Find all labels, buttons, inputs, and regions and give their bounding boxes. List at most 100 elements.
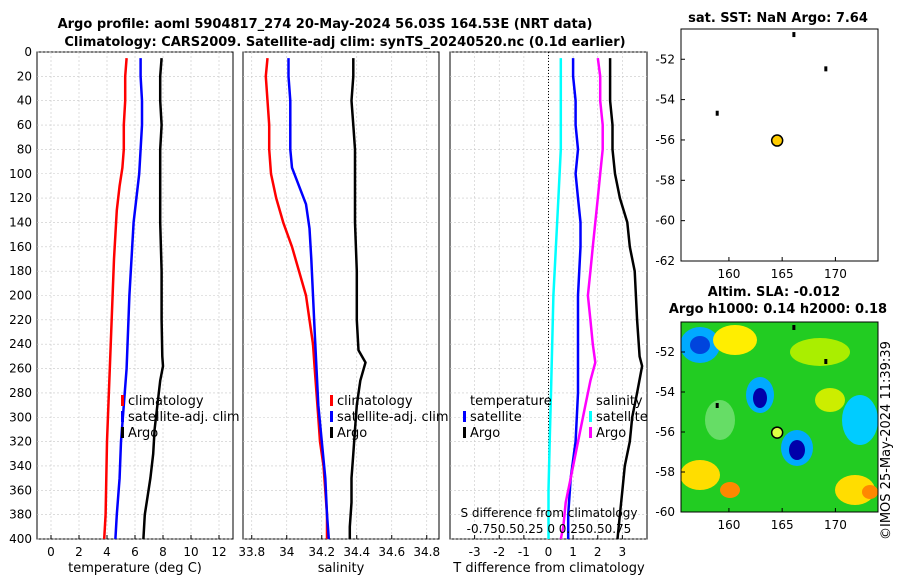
- map-y-tick-label: -52: [655, 52, 675, 66]
- map-x-tick-label: 165: [771, 518, 794, 532]
- map-y-tick-label: -62: [655, 254, 675, 268]
- salinity-diff-axis-ticks: -0.750.50.25 0 0.250.50.75: [467, 522, 632, 536]
- x-tick-label: 0: [545, 545, 553, 559]
- island-marker: [792, 325, 796, 330]
- x-tick-label: 10: [183, 545, 198, 559]
- legend-swatch-argo: [330, 427, 333, 438]
- map-y-tick-label: -54: [655, 93, 675, 107]
- legend-swatch-t-satellite: [463, 411, 466, 422]
- y-tick-label: 80: [17, 142, 32, 156]
- map-y-tick-label: -54: [655, 385, 675, 399]
- y-tick-label: 340: [9, 459, 32, 473]
- series-line-satellite-adj-clim: [114, 58, 144, 540]
- argo-profile-marker: [770, 134, 784, 147]
- y-tick-label: 280: [9, 386, 32, 400]
- map-y-tick-label: -56: [655, 425, 675, 439]
- x-tick-label: 33.8: [238, 545, 265, 559]
- legend-label-t-satellite: satellite: [470, 410, 522, 425]
- map-y-tick-label: -56: [655, 133, 675, 147]
- difference-legend: temperature satellite Argo salinity sate…: [463, 394, 648, 441]
- y-tick-label: 40: [17, 94, 32, 108]
- y-tick-label: 140: [9, 215, 32, 229]
- y-tick-label: 0: [24, 45, 32, 59]
- x-tick-label: 34.2: [308, 545, 335, 559]
- x-tick-label: 34.4: [343, 545, 370, 559]
- chart-title-line1: Argo profile: aoml 5904817_274 20-May-20…: [58, 17, 593, 32]
- y-tick-label: 120: [9, 191, 32, 205]
- map-x-tick-label: 160: [717, 518, 740, 532]
- y-tick-label: 380: [9, 508, 32, 522]
- map-x-tick-label: 170: [824, 518, 847, 532]
- y-tick-label: 20: [17, 69, 32, 83]
- y-tick-label: 100: [9, 167, 32, 181]
- x-tick-label: 12: [211, 545, 226, 559]
- sla-map-title-line1: Altim. SLA: -0.012: [708, 285, 840, 300]
- map-x-tick-label: 170: [824, 267, 847, 281]
- legend-label-s-argo: Argo: [596, 426, 626, 441]
- series-line-temperature-argo: [608, 58, 644, 540]
- x-tick-label: 1: [569, 545, 577, 559]
- x-tick-label: -3: [469, 545, 481, 559]
- map-y-tick-label: -60: [655, 505, 675, 519]
- legend-swatch-climatology: [330, 395, 333, 406]
- x-tick-label: 2: [594, 545, 602, 559]
- x-tick-label: 8: [159, 545, 167, 559]
- imos-watermark: ©IMOS 25-May-2024 11:39:39: [879, 341, 894, 540]
- legend-label-s-satellite: satellite: [596, 410, 648, 425]
- temperature-legend: climatology satellite-adj. clim Argo: [121, 394, 240, 441]
- map-y-tick-label: -58: [655, 465, 675, 479]
- legend-swatch-s-satellite: [589, 411, 592, 422]
- legend-swatch-satellite: [121, 411, 124, 422]
- x-tick-label: -2: [493, 545, 505, 559]
- legend-label-satellite: satellite-adj. clim: [128, 410, 240, 425]
- series-line-argo: [348, 58, 367, 539]
- legend-title-salinity: salinity: [596, 394, 643, 409]
- series-line-satellite-adj-clim: [287, 58, 331, 540]
- difference-xlabel: T difference from climatology: [452, 561, 645, 576]
- x-tick-label: 3: [619, 545, 627, 559]
- island-marker: [824, 359, 828, 364]
- x-tick-label: -1: [518, 545, 530, 559]
- x-tick-label: 34: [279, 545, 294, 559]
- legend-label-argo: Argo: [337, 426, 367, 441]
- salinity-diff-axis-title: S difference from climatology: [461, 506, 638, 520]
- y-tick-label: 240: [9, 337, 32, 351]
- x-tick-label: 4: [103, 545, 111, 559]
- salinity-legend: climatology satellite-adj. clim Argo: [330, 394, 449, 441]
- y-tick-label: 200: [9, 289, 32, 303]
- legend-title-temperature: temperature: [470, 394, 552, 409]
- sla-map-title-line2: Argo h1000: 0.14 h2000: 0.18: [669, 302, 887, 317]
- legend-swatch-satellite: [330, 411, 333, 422]
- legend-label-climatology: climatology: [337, 394, 413, 409]
- x-tick-label: 0: [47, 545, 55, 559]
- salinity-xlabel: salinity: [318, 561, 365, 576]
- island-marker: [792, 32, 796, 38]
- sla-map-frame: [680, 321, 879, 513]
- argo-profile-marker: [770, 426, 784, 439]
- legend-swatch-s-argo: [589, 427, 592, 438]
- map-y-tick-label: -60: [655, 214, 675, 228]
- y-tick-label: 220: [9, 313, 32, 327]
- sst-map-title: sat. SST: NaN Argo: 7.64: [688, 11, 868, 26]
- island-marker: [715, 110, 719, 116]
- legend-swatch-argo: [121, 427, 124, 438]
- temperature-xlabel: temperature (deg C): [68, 561, 202, 576]
- y-tick-label: 260: [9, 362, 32, 376]
- y-tick-label: 160: [9, 240, 32, 254]
- x-tick-label: 34.8: [413, 545, 440, 559]
- sla-heatmap: [681, 325, 878, 505]
- x-tick-label: 6: [131, 545, 139, 559]
- series-line-climatology: [102, 58, 128, 540]
- legend-label-climatology: climatology: [128, 394, 204, 409]
- island-marker: [824, 66, 828, 72]
- chart-title-line2: Climatology: CARS2009. Satellite-adj cli…: [64, 35, 625, 50]
- series-line-salinity-argo: [559, 57, 604, 540]
- map-y-tick-label: -58: [655, 173, 675, 187]
- x-tick-label: 34.6: [378, 545, 405, 559]
- map-x-tick-label: 160: [717, 267, 740, 281]
- series-line-argo: [142, 58, 165, 540]
- legend-label-satellite: satellite-adj. clim: [337, 410, 449, 425]
- y-tick-label: 300: [9, 410, 32, 424]
- y-tick-label: 400: [9, 532, 32, 546]
